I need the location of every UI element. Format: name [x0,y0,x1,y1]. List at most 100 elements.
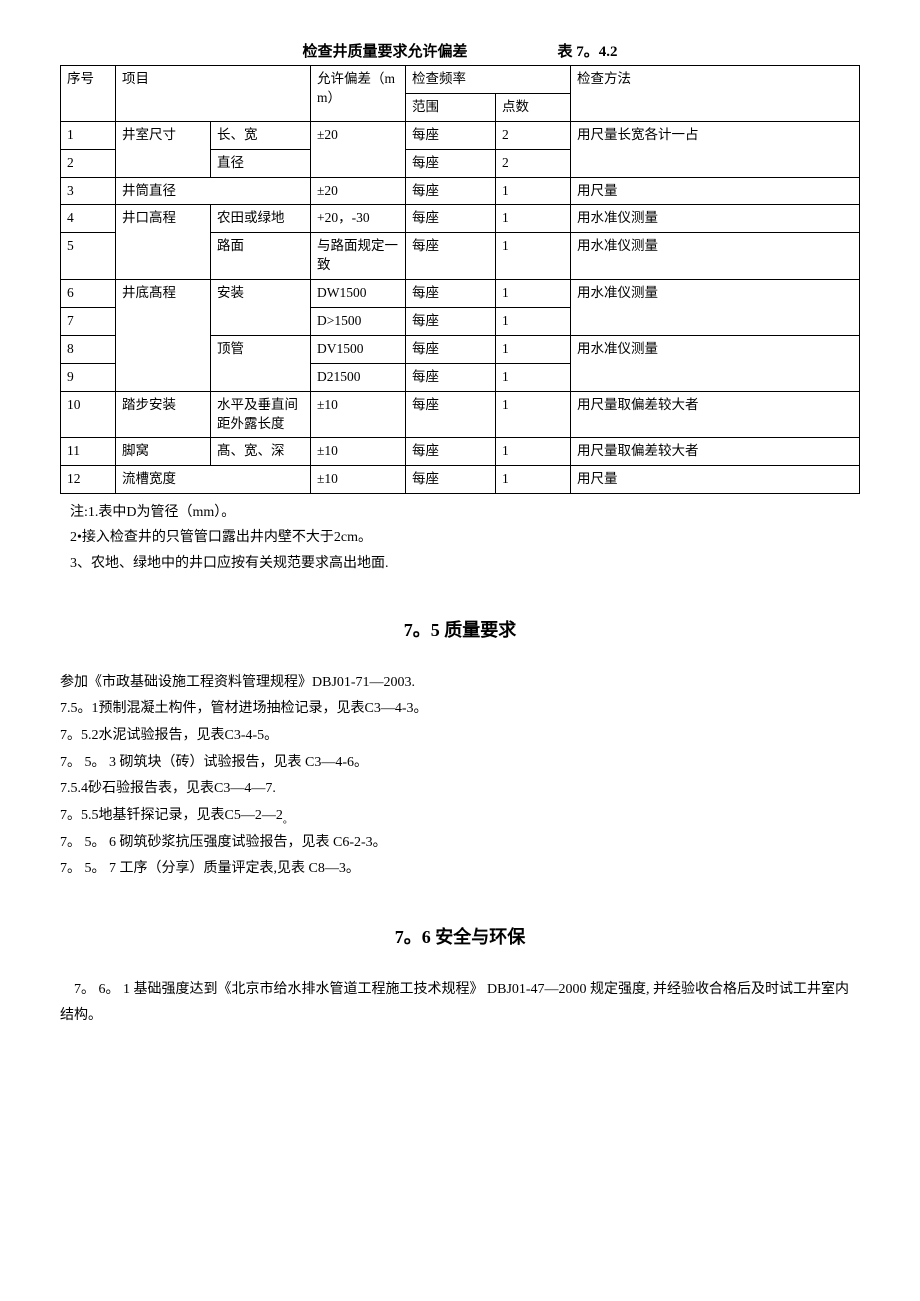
table-notes: 注:1.表中D为管径（mm）。 2•接入检查井的只管管口露出井内壁不大于2cm。… [60,500,860,576]
table-title: 检查井质量要求允许偏差 表 7。4.2 [60,40,860,61]
cell-tol: D21500 [311,363,406,391]
body-line: 参加《市政基础设施工程资料管理规程》DBJ01-71—2003. [60,670,860,697]
cell-sub: 农田或绿地 [211,205,311,233]
section-75-title: 7。5 质量要求 [60,616,860,642]
cell-range: 每座 [406,308,496,336]
cell-tol: ±20 [311,121,406,177]
cell-points: 1 [496,363,571,391]
cell-tol: 与路面规定一致 [311,233,406,280]
cell-method: 用水准仪测量 [571,280,860,336]
cell-range: 每座 [406,335,496,363]
cell-range: 每座 [406,438,496,466]
cell-points: 1 [496,233,571,280]
cell-points: 2 [496,149,571,177]
section-76-body: 7。 6。 1 基础强度达到《北京市给水排水管道工程施工技术规程》 DBJ01-… [60,977,860,1030]
cell-points: 1 [496,205,571,233]
cell-seq: 10 [61,391,116,438]
cell-points: 1 [496,391,571,438]
th-freq: 检查频率 [406,66,571,94]
body-line: 7。 5。 3 砌筑块（砖）试验报告，见表 C3—4-6。 [60,750,860,777]
cell-seq: 9 [61,363,116,391]
cell-item: 井底髙程 [116,280,211,392]
body-line: 7.5.4砂石验报告表，见表C3—4—7. [60,776,860,803]
cell-seq: 8 [61,335,116,363]
body-line: 7。 6。 1 基础强度达到《北京市给水排水管道工程施工技术规程》 DBJ01-… [60,977,860,1030]
cell-tol: ±10 [311,391,406,438]
note-line: 2•接入检查井的只管管口露出井内壁不大于2cm。 [70,525,860,550]
table-row: 1 井室尺寸 长、宽 ±20 每座 2 用尺量长宽各计一占 [61,121,860,149]
cell-tol: ±20 [311,177,406,205]
body-line: 7.5。1预制混凝土构件，管材进场抽检记录，见表C3—4-3。 [60,696,860,723]
cell-range: 每座 [406,121,496,149]
cell-sub: 长、宽 [211,121,311,149]
th-method: 检查方法 [571,66,860,122]
cell-range: 每座 [406,233,496,280]
table-row: 12 流槽宽度 ±10 每座 1 用尺量 [61,466,860,494]
cell-method: 用尺量 [571,466,860,494]
small-period: 。 [283,815,293,826]
cell-seq: 6 [61,280,116,308]
cell-method: 用尺量取偏差较大者 [571,391,860,438]
cell-range: 每座 [406,149,496,177]
cell-points: 1 [496,438,571,466]
cell-points: 1 [496,177,571,205]
table-title-ref: 表 7。4.2 [558,40,618,61]
th-tolerance: 允许偏差（mm） [311,66,406,122]
cell-points: 1 [496,280,571,308]
cell-method: 用尺量取偏差较大者 [571,438,860,466]
cell-seq: 2 [61,149,116,177]
section-75-body: 参加《市政基础设施工程资料管理规程》DBJ01-71—2003. 7.5。1预制… [60,670,860,883]
table-row: 3 井筒直径 ±20 每座 1 用尺量 [61,177,860,205]
th-seq: 序号 [61,66,116,122]
cell-tol: D>1500 [311,308,406,336]
cell-item: 踏步安装 [116,391,211,438]
body-line-text: 7。5.5地基钎探记录，见表C5—2—2 [60,808,283,823]
cell-tol: ±10 [311,466,406,494]
cell-range: 每座 [406,391,496,438]
section-76-title: 7。6 安全与环保 [60,923,860,949]
cell-item: 流槽宽度 [116,466,311,494]
table-row: 6 井底髙程 安装 DW1500 每座 1 用水准仪测量 [61,280,860,308]
note-line: 注:1.表中D为管径（mm）。 [70,500,860,525]
cell-method: 用尺量长宽各计一占 [571,121,860,177]
th-points: 点数 [496,93,571,121]
cell-item: 脚窝 [116,438,211,466]
cell-seq: 5 [61,233,116,280]
th-range: 范围 [406,93,496,121]
cell-method: 用尺量 [571,177,860,205]
cell-seq: 11 [61,438,116,466]
cell-tol: DW1500 [311,280,406,308]
cell-item: 井筒直径 [116,177,311,205]
cell-seq: 1 [61,121,116,149]
table-header-row: 序号 项目 允许偏差（mm） 检查频率 检查方法 [61,66,860,94]
body-line: 7。 5。 7 工序（分享）质量评定表,见表 C8—3。 [60,856,860,883]
note-line: 3、农地、绿地中的井口应按有关规范要求高出地面. [70,551,860,576]
cell-method: 用水准仪测量 [571,233,860,280]
cell-tol: ±10 [311,438,406,466]
tolerance-table: 序号 项目 允许偏差（mm） 检查频率 检查方法 范围 点数 1 井室尺寸 长、… [60,65,860,494]
cell-seq: 12 [61,466,116,494]
cell-sub: 安装 [211,280,311,336]
cell-seq: 4 [61,205,116,233]
table-row: 11 脚窝 髙、宽、深 ±10 每座 1 用尺量取偏差较大者 [61,438,860,466]
cell-method: 用水准仪测量 [571,335,860,391]
table-title-main: 检查井质量要求允许偏差 [302,40,467,61]
cell-item: 井口高程 [116,205,211,280]
cell-points: 1 [496,308,571,336]
cell-points: 2 [496,121,571,149]
cell-range: 每座 [406,280,496,308]
cell-sub: 水平及垂直间距外露长度 [211,391,311,438]
cell-points: 1 [496,466,571,494]
cell-points: 1 [496,335,571,363]
cell-sub: 路面 [211,233,311,280]
cell-sub: 顶管 [211,335,311,391]
th-item: 项目 [116,66,311,122]
cell-seq: 3 [61,177,116,205]
table-row: 4 井口高程 农田或绿地 +20，-30 每座 1 用水准仪测量 [61,205,860,233]
body-line: 7。 5。 6 砌筑砂浆抗压强度试验报告，见表 C6-2-3。 [60,830,860,857]
cell-seq: 7 [61,308,116,336]
cell-range: 每座 [406,363,496,391]
cell-tol: +20，-30 [311,205,406,233]
cell-item: 井室尺寸 [116,121,211,177]
cell-range: 每座 [406,177,496,205]
